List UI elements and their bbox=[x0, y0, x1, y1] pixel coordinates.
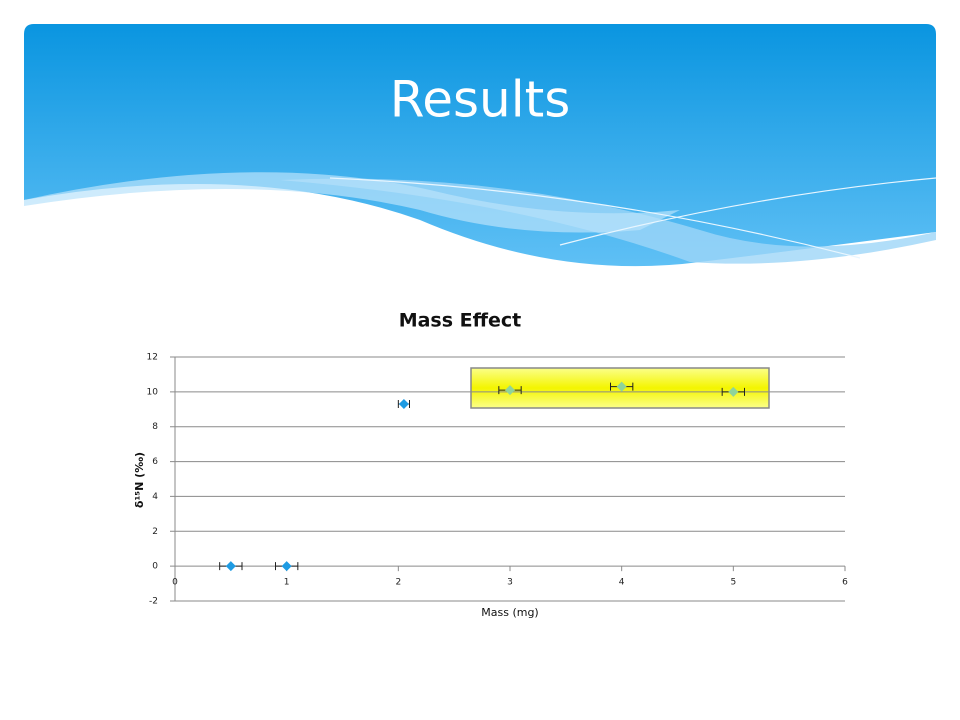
point bbox=[505, 385, 515, 396]
chart-title: Mass Effect bbox=[399, 310, 522, 332]
point bbox=[281, 561, 292, 572]
y-tick-label: 4 bbox=[152, 492, 158, 502]
x-axis-label: Mass (mg) bbox=[481, 606, 538, 619]
x-tick-label: 1 bbox=[284, 578, 290, 588]
y-axis-label: δ¹⁵N (‰) bbox=[133, 452, 146, 508]
slide-title: Results bbox=[390, 71, 571, 129]
header-background bbox=[24, 24, 937, 267]
x-tick-label: 6 bbox=[842, 578, 848, 588]
x-tick-label: 0 bbox=[172, 578, 178, 588]
point bbox=[398, 399, 409, 410]
x-tick-label: 3 bbox=[507, 578, 513, 588]
point bbox=[616, 381, 627, 392]
x-tick-label: 5 bbox=[730, 578, 736, 588]
y-tick-label: 10 bbox=[147, 387, 159, 397]
point bbox=[225, 561, 236, 572]
y-tick-label: 12 bbox=[147, 353, 158, 363]
x-tick-label: 2 bbox=[395, 578, 401, 588]
y-tick-label: -2 bbox=[149, 597, 158, 607]
point bbox=[728, 386, 739, 397]
x-tick-label: 4 bbox=[619, 578, 625, 588]
y-tick-label: 8 bbox=[152, 422, 158, 432]
y-tick-label: 6 bbox=[152, 457, 158, 467]
y-tick-label: 0 bbox=[152, 562, 158, 572]
y-tick-label: 2 bbox=[152, 527, 158, 537]
